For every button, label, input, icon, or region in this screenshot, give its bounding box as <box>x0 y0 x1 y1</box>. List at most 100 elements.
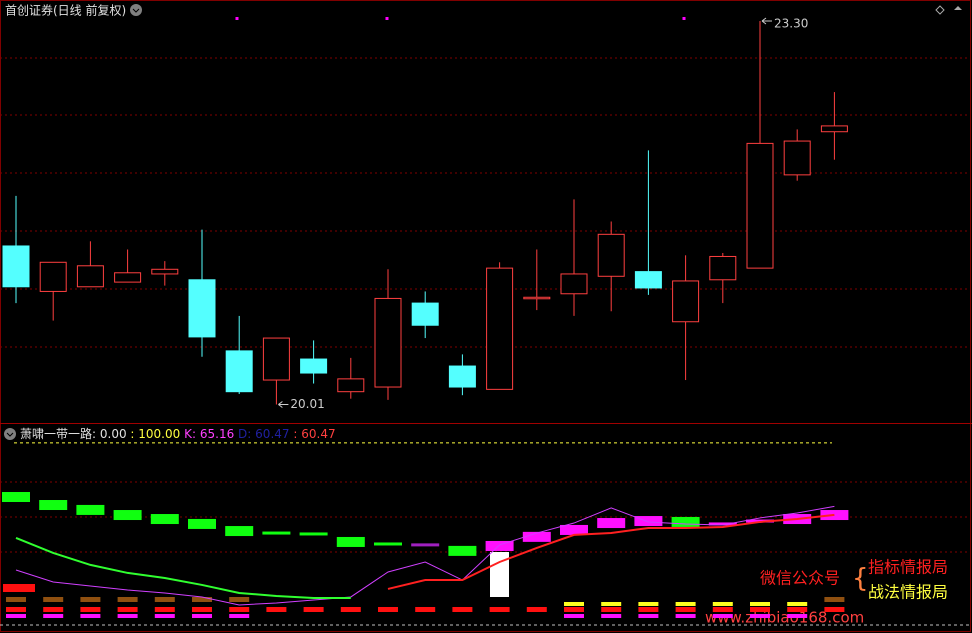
watermark-brace: { <box>852 564 869 594</box>
diamond-icon[interactable] <box>935 5 945 15</box>
chart-title: 首创证券(日线 前复权) <box>5 3 126 18</box>
block <box>634 516 663 527</box>
signal <box>638 607 659 612</box>
block <box>225 526 254 537</box>
signal <box>154 607 175 612</box>
signal <box>712 614 733 618</box>
signal <box>675 607 696 612</box>
candle-body <box>76 265 104 288</box>
signal <box>43 597 64 602</box>
signal <box>750 602 770 606</box>
block <box>671 516 700 527</box>
candle-body <box>820 125 848 133</box>
candle-body <box>672 280 700 323</box>
signal <box>675 614 696 618</box>
watermark: 战法情报局 <box>868 583 948 602</box>
line-series <box>15 505 835 606</box>
candle-body <box>374 297 402 388</box>
candle-body <box>114 272 142 283</box>
triangle-icon[interactable] <box>954 6 962 10</box>
signal <box>601 614 622 618</box>
signal <box>117 614 138 618</box>
signal <box>303 607 324 612</box>
signal <box>601 607 622 612</box>
menu-icon <box>132 8 140 13</box>
annotation-arrow <box>761 17 772 25</box>
readout-name: K: <box>184 427 196 441</box>
block <box>299 532 328 536</box>
signal <box>80 597 101 602</box>
signal <box>6 614 26 618</box>
marker <box>682 17 686 20</box>
block <box>150 514 179 525</box>
signal <box>452 607 473 612</box>
block <box>708 522 737 526</box>
signal <box>750 614 770 618</box>
candle-body <box>151 268 179 275</box>
candle-body <box>523 296 551 300</box>
block <box>2 492 30 503</box>
signal <box>526 607 547 612</box>
signal <box>192 607 212 612</box>
signal <box>787 607 808 612</box>
signal <box>192 614 212 618</box>
line-series <box>387 513 835 590</box>
marker <box>235 17 239 20</box>
candle-body <box>746 142 774 269</box>
line-series <box>15 537 351 600</box>
signal <box>712 602 733 606</box>
grid <box>0 57 970 553</box>
signal <box>787 602 808 606</box>
block <box>39 500 68 511</box>
signal <box>154 614 175 618</box>
block <box>522 531 551 542</box>
readout-value: 60.47 <box>301 427 335 441</box>
signal <box>229 607 250 612</box>
candle-body <box>448 365 476 388</box>
candle-body <box>486 267 514 390</box>
signal <box>638 614 659 618</box>
signal <box>415 607 436 612</box>
block <box>336 536 365 547</box>
signal <box>787 614 808 618</box>
candle-body <box>188 279 216 338</box>
block <box>113 510 142 521</box>
signal <box>564 614 584 618</box>
signal <box>154 597 175 602</box>
readout-name: : <box>293 427 297 441</box>
signal <box>378 607 398 612</box>
readout-name: D: <box>238 427 251 441</box>
signal <box>824 597 845 602</box>
indicator-menu[interactable] <box>4 428 16 440</box>
header-value: : 0.00 <box>92 427 127 441</box>
block <box>188 518 216 529</box>
signal <box>601 602 622 606</box>
block <box>76 504 105 515</box>
candle-body <box>560 273 588 295</box>
candle-body <box>262 337 290 381</box>
candle-body <box>634 271 662 289</box>
block <box>485 540 514 551</box>
indicator-header: 萧啸一带一路: 0.00 : 100.00 K: 65.16 D: 60.47 … <box>20 426 336 441</box>
signal <box>229 597 250 602</box>
candle-body <box>411 302 439 326</box>
signal <box>638 602 659 606</box>
block <box>262 531 291 535</box>
signal <box>43 607 64 612</box>
block <box>560 524 588 535</box>
signal <box>824 607 845 612</box>
block <box>597 518 626 529</box>
readout-value: 65.16 <box>200 427 234 441</box>
indicator-title: 萧啸一带一路 <box>20 426 92 441</box>
signal <box>6 607 26 612</box>
candle-body <box>709 255 737 281</box>
block <box>448 545 477 556</box>
readout-value: 60.47 <box>255 427 289 441</box>
signal <box>750 607 770 612</box>
signal <box>117 597 138 602</box>
annotation: 20.01 <box>290 397 324 411</box>
menu-button[interactable] <box>130 4 142 16</box>
annotation: 23.30 <box>774 16 808 30</box>
